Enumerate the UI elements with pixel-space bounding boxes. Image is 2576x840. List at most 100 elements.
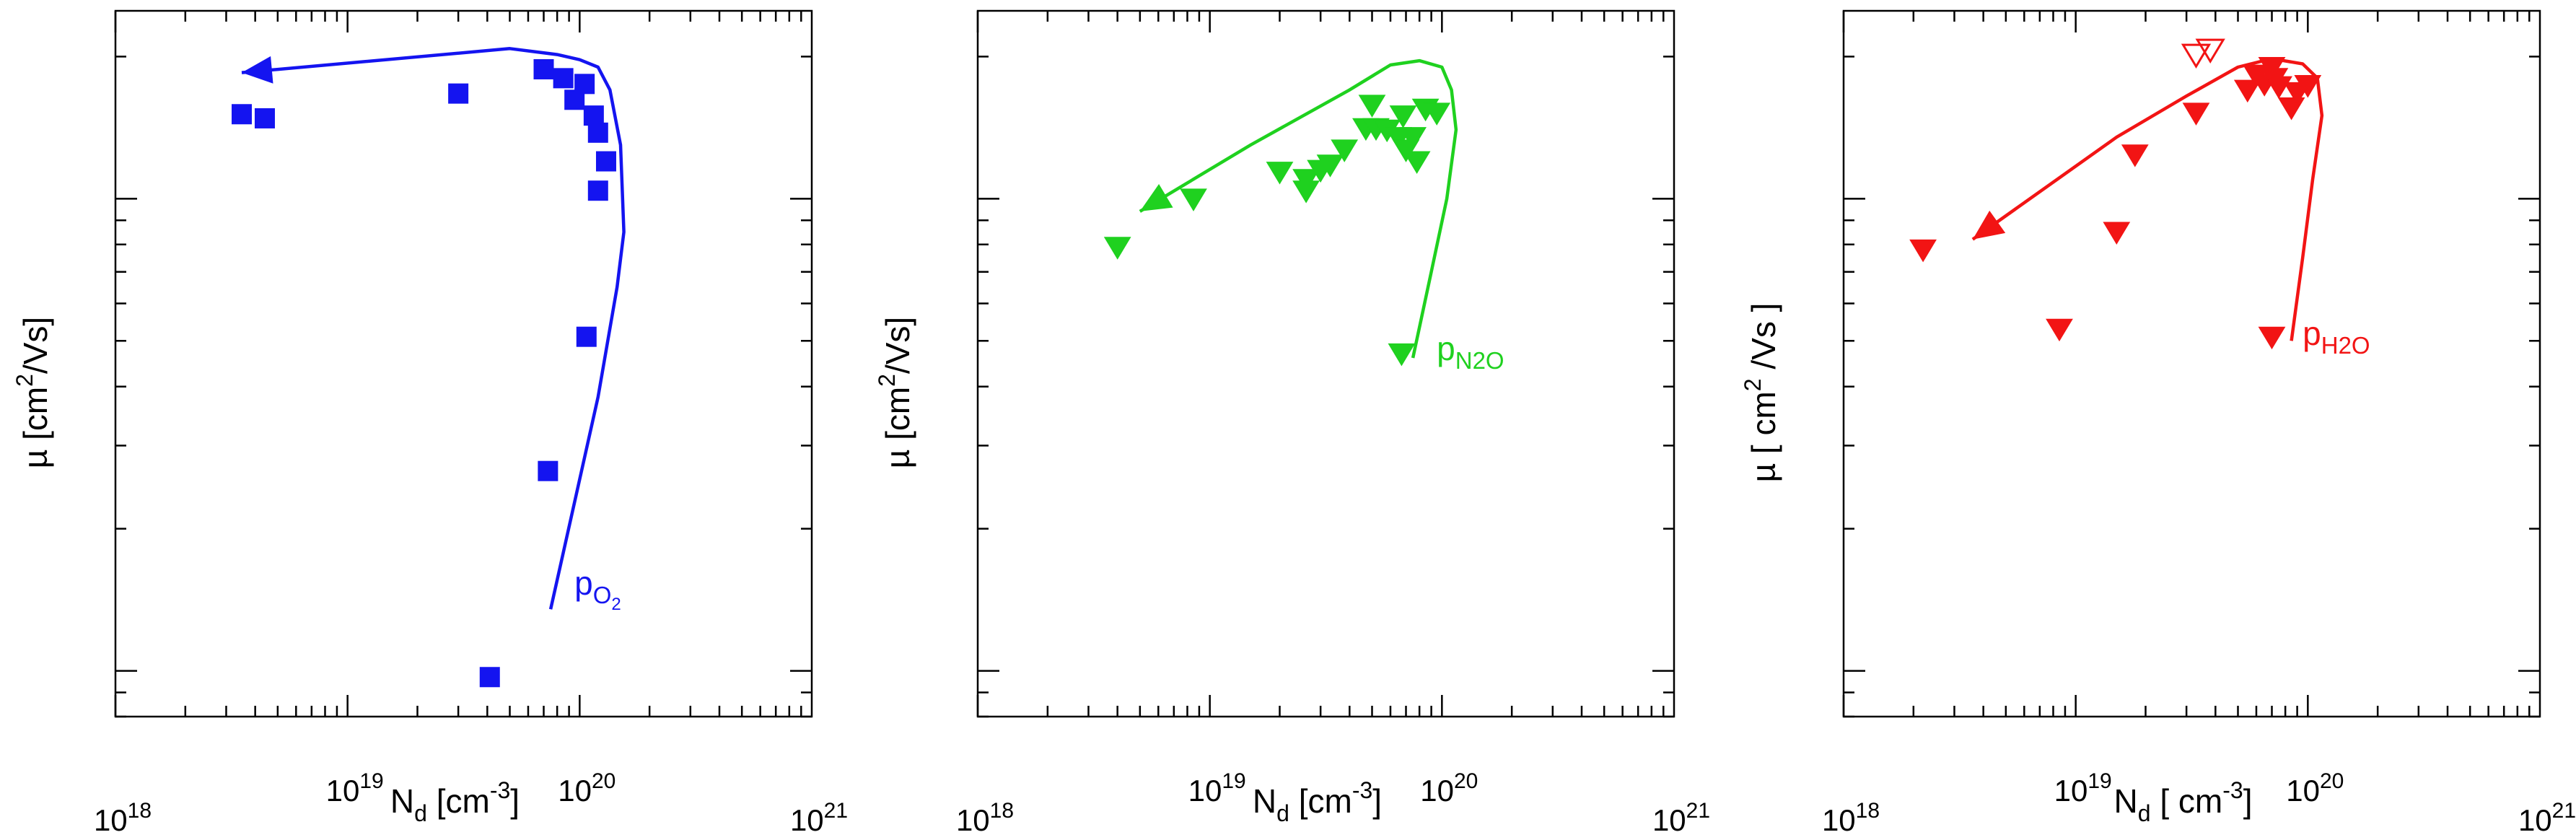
trend-arrowhead	[1139, 184, 1173, 211]
series-label-sub: O	[593, 582, 612, 608]
x-axis-title-main: N	[2114, 782, 2138, 820]
x-decade-base: 10	[326, 774, 360, 808]
series-label: pH2O	[2303, 315, 2370, 359]
data-point	[2182, 102, 2210, 126]
data-point	[1403, 151, 1431, 174]
data-point	[583, 105, 604, 126]
y-axis-title: µ [cm2/Vs]	[12, 317, 54, 468]
series-label-subsub: 2	[611, 595, 621, 614]
x-decade-label: 1020	[1420, 769, 1478, 808]
y-axis-title: µ [ cm2 /Vs ]	[1740, 303, 1782, 483]
data-point	[1909, 239, 1937, 263]
data-point	[479, 667, 500, 688]
trend-line	[1139, 58, 1458, 359]
data-point	[1266, 162, 1294, 185]
y-axis-title-sup: 2	[1740, 378, 1766, 391]
data-point	[2258, 326, 2286, 350]
x-decade-label: 1021	[2518, 799, 2576, 837]
x-axis-title-mid: [cm	[1289, 782, 1352, 820]
x-axis-title: Nd [cm-3]	[390, 777, 520, 826]
x-decade-exponent: 19	[2087, 769, 2111, 793]
data-point	[1316, 154, 1344, 178]
y-axis-title-main: µ [cm	[879, 387, 916, 468]
x-decade-base: 10	[1188, 774, 1222, 808]
y-axis-title-post: /Vs]	[17, 317, 54, 374]
data-point	[1388, 343, 1416, 367]
data-point	[2265, 76, 2292, 100]
data-point	[2103, 222, 2131, 245]
data-point	[1103, 237, 1131, 260]
data-point	[2294, 75, 2322, 98]
x-decade-base: 10	[1652, 803, 1686, 837]
trend-line	[1971, 57, 2324, 341]
y-axis-title-sup: 2	[12, 374, 38, 387]
data-point	[1331, 139, 1359, 162]
x-decade-label: 1020	[2286, 769, 2344, 808]
x-decade-label: 1021	[790, 799, 848, 837]
series-label-sub: N2O	[1455, 347, 1504, 374]
x-decade-label: 1021	[1652, 799, 1710, 837]
trend-arrowhead	[242, 56, 273, 84]
x-decade-exponent: 19	[1222, 769, 1245, 793]
series-label: pN2O	[1437, 330, 1504, 374]
plot-frame	[976, 9, 1675, 718]
x-decade-exponent: 18	[990, 799, 1014, 823]
x-decade-label: 1019	[326, 769, 384, 808]
x-axis-title-sup: -3	[1352, 777, 1372, 803]
data-point	[1292, 169, 1320, 192]
x-axis-title-post: ]	[1372, 782, 1382, 820]
data-point	[232, 104, 253, 125]
x-decade-exponent: 19	[359, 769, 383, 793]
trend-arrowhead	[1972, 210, 2006, 240]
data-point	[2046, 318, 2073, 342]
x-decade-label: 1018	[1822, 799, 1880, 837]
data-point	[574, 74, 595, 95]
x-decade-base: 10	[1822, 803, 1856, 837]
x-decade-label: 1018	[94, 799, 152, 837]
x-decade-base: 10	[94, 803, 128, 837]
data-point	[2233, 79, 2261, 103]
y-axis-title-post: /Vs]	[879, 317, 916, 374]
y-axis-title-main: µ [ cm	[1745, 391, 1782, 482]
x-decade-exponent: 21	[2552, 799, 2576, 823]
x-decade-base: 10	[558, 774, 592, 808]
x-axis-title: Nd [ cm-3]	[2114, 777, 2253, 826]
x-decade-base: 10	[2286, 774, 2320, 808]
data-point	[595, 151, 616, 172]
x-decade-label: 1019	[1188, 769, 1246, 808]
data-point	[254, 108, 275, 128]
data-point	[587, 122, 608, 143]
data-point	[576, 326, 597, 347]
series-label-main: p	[2303, 315, 2321, 352]
trend-line	[241, 47, 626, 610]
x-axis-title-sub: d	[414, 800, 427, 826]
y-axis-title: µ [cm2/Vs]	[874, 317, 916, 468]
x-decade-exponent: 20	[2320, 769, 2344, 793]
x-axis-title-sub: d	[2138, 800, 2151, 826]
x-axis-title-post: ]	[510, 782, 520, 820]
data-point	[587, 180, 608, 201]
open-data-point	[2195, 38, 2225, 64]
x-decade-base: 10	[2518, 803, 2552, 837]
x-decade-exponent: 18	[1856, 799, 1880, 823]
x-axis-title: Nd [cm-3]	[1253, 777, 1382, 826]
data-point	[553, 68, 574, 89]
x-decade-exponent: 21	[1686, 799, 1710, 823]
x-decade-base: 10	[1420, 774, 1454, 808]
x-decade-base: 10	[956, 803, 990, 837]
x-decade-exponent: 20	[1454, 769, 1478, 793]
x-decade-label: 1018	[956, 799, 1014, 837]
data-point	[1358, 95, 1386, 118]
data-point	[2277, 97, 2305, 121]
data-point	[1180, 188, 1207, 211]
series-label-main: p	[574, 564, 593, 602]
x-decade-base: 10	[790, 803, 824, 837]
x-axis-title-mid: [cm	[427, 782, 490, 820]
x-decade-base: 10	[2054, 774, 2088, 808]
x-decade-exponent: 21	[824, 799, 848, 823]
x-axis-title-main: N	[390, 782, 414, 820]
